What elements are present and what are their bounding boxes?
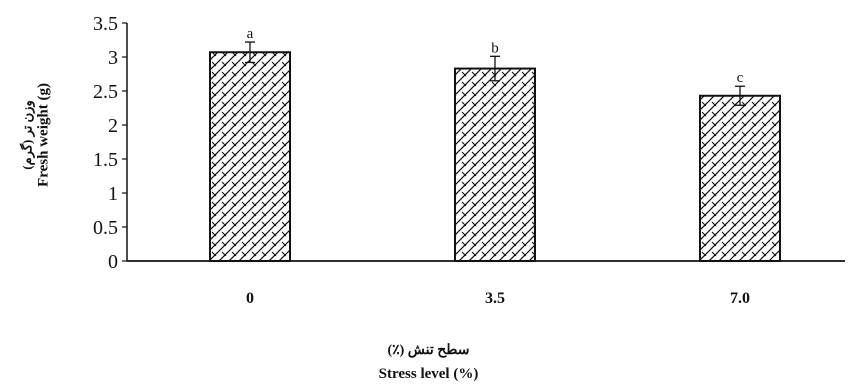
significance-letter: c <box>737 70 744 86</box>
x-tick-label: 0 <box>246 290 254 307</box>
x-tick-label: 3.5 <box>485 290 505 307</box>
x-axis: 0 3.5 7.0 <box>127 260 845 307</box>
y-axis-title-english: Fresh weight (g) <box>35 83 52 187</box>
x-axis-title-english: Stress level (%) <box>378 366 479 382</box>
y-tick-label: 3 <box>108 47 118 69</box>
bars: a b c <box>209 26 781 263</box>
y-tick-label: 1 <box>108 183 118 205</box>
bar <box>699 94 781 263</box>
x-axis-title-persian: سطح تنش (٪) <box>387 343 470 358</box>
y-tick-label: 3.5 <box>93 13 118 35</box>
y-tick-label: 2 <box>108 115 118 137</box>
y-tick-label: 0.5 <box>93 217 118 239</box>
y-axis: 0 0.5 1 1.5 2 2.5 3 3.5 <box>93 13 128 273</box>
y-tick-label: 0 <box>108 251 118 273</box>
y-axis-title: وزن تر (گرم) Fresh weight (g) <box>6 0 66 270</box>
x-tick-label: 7.0 <box>730 290 750 307</box>
significance-letter: a <box>247 26 254 42</box>
y-tick-label: 1.5 <box>93 149 118 171</box>
bar <box>209 51 291 262</box>
bar <box>454 67 536 262</box>
significance-letter: b <box>491 40 499 56</box>
y-axis-title-persian: وزن تر (گرم) <box>19 100 35 170</box>
y-tick-label: 2.5 <box>93 81 118 103</box>
